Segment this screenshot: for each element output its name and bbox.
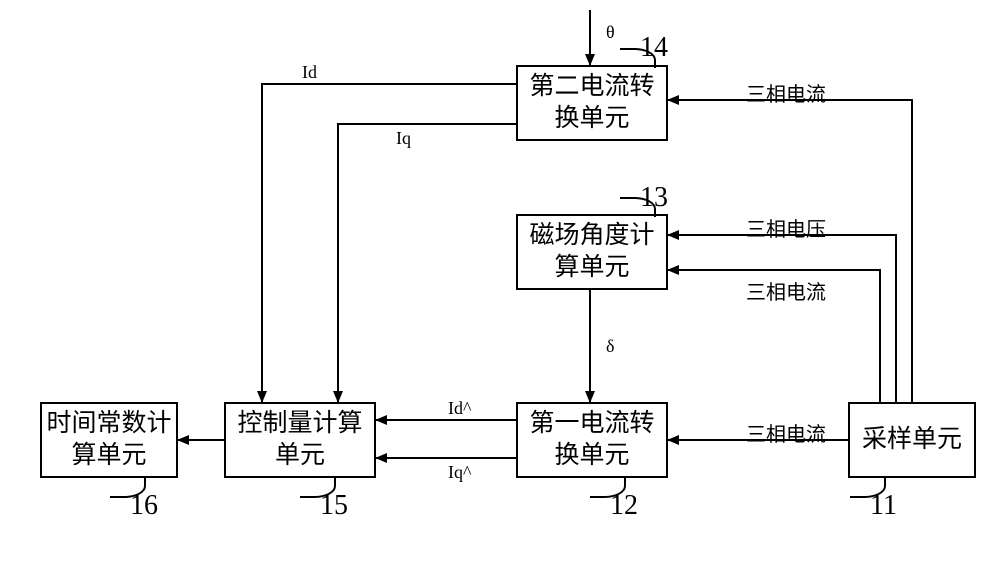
node-label: 磁场角度计算单元 <box>522 220 662 285</box>
ref-num-15: 15 <box>320 490 348 522</box>
node-label: 第一电流转换单元 <box>522 408 662 473</box>
node-label: 时间常数计算单元 <box>46 408 172 473</box>
edge-label-i3a: 三相电流 <box>746 78 826 107</box>
node-time-constant-calc: 时间常数计算单元 <box>40 402 178 478</box>
node-second-current-conv: 第二电流转换单元 <box>516 65 668 141</box>
ref-num-16: 16 <box>130 490 158 522</box>
node-field-angle-calc: 磁场角度计算单元 <box>516 214 668 290</box>
edge-label-id: Id <box>302 62 317 83</box>
ref-num-14: 14 <box>640 32 668 64</box>
node-label: 第二电流转换单元 <box>522 71 662 136</box>
node-label: 采样单元 <box>862 424 962 457</box>
ref-num-13: 13 <box>640 182 668 214</box>
edge-label-i3b: 三相电流 <box>746 276 826 305</box>
edge-label-iq: Iq <box>396 128 411 149</box>
edge-label-idhat: Id^ <box>448 398 471 419</box>
edge-label-i3c: 三相电流 <box>746 418 826 447</box>
edge-label-delta: δ <box>606 336 614 357</box>
ref-num-11: 11 <box>870 490 897 522</box>
node-first-current-conv: 第一电流转换单元 <box>516 402 668 478</box>
edge-label-v3: 三相电压 <box>746 213 826 242</box>
node-control-calc: 控制量计算单元 <box>224 402 376 478</box>
node-label: 控制量计算单元 <box>230 408 370 473</box>
node-sampling-unit: 采样单元 <box>848 402 976 478</box>
edge-label-iqhat: Iq^ <box>448 462 471 483</box>
ref-num-12: 12 <box>610 490 638 522</box>
edge-label-theta: θ <box>606 22 615 43</box>
